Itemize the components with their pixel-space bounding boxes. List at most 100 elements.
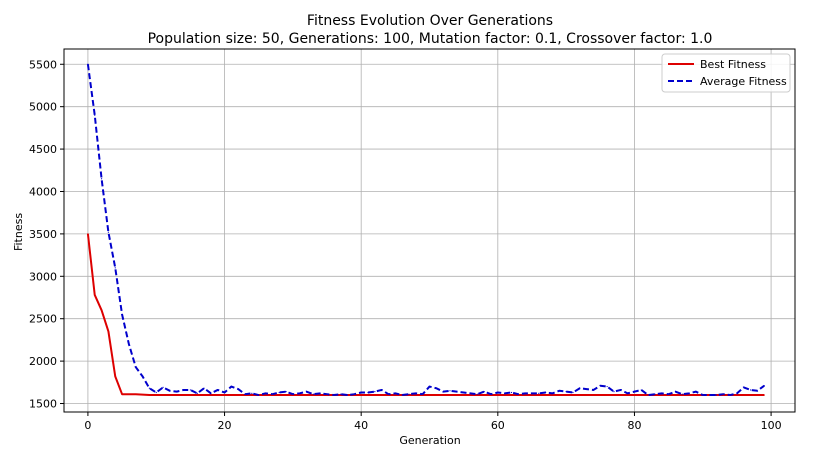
data-point-average-fitness: [504, 392, 506, 394]
x-tick-label: 40: [354, 419, 368, 432]
data-point-average-fitness: [244, 393, 246, 395]
y-tick-label: 1500: [29, 398, 57, 411]
data-point-best-fitness: [538, 394, 540, 396]
data-point-average-fitness: [551, 392, 554, 394]
data-point-best-fitness: [176, 394, 178, 396]
data-point-average-fitness: [510, 391, 513, 394]
data-point-average-fitness: [326, 393, 328, 395]
data-point-best-fitness: [107, 330, 110, 333]
data-point-average-fitness: [299, 392, 301, 394]
data-point-best-fitness: [497, 394, 499, 396]
data-point-best-fitness: [463, 394, 465, 396]
data-point-average-fitness: [305, 391, 308, 393]
data-point-average-fitness: [94, 114, 96, 116]
data-point-average-fitness: [435, 387, 437, 389]
data-point-best-fitness: [381, 394, 383, 396]
data-point-best-fitness: [545, 394, 547, 396]
data-point-average-fitness: [749, 389, 752, 391]
data-point-average-fitness: [763, 385, 765, 387]
data-point-best-fitness: [674, 394, 677, 396]
data-point-average-fitness: [654, 393, 656, 395]
data-point-average-fitness: [565, 391, 567, 393]
data-point-average-fitness: [169, 390, 171, 392]
data-point-best-fitness: [305, 394, 308, 396]
data-point-average-fitness: [558, 390, 560, 392]
data-point-average-fitness: [579, 387, 581, 389]
data-point-best-fitness: [182, 394, 185, 396]
y-tick-label: 5000: [29, 101, 57, 114]
data-point-best-fitness: [271, 394, 273, 396]
data-point-average-fitness: [476, 393, 478, 395]
data-point-average-fitness: [141, 375, 144, 377]
data-point-average-fitness: [469, 392, 472, 394]
data-point-average-fitness: [736, 392, 738, 394]
data-point-best-fitness: [387, 394, 390, 396]
data-point-average-fitness: [524, 392, 526, 394]
data-point-average-fitness: [319, 392, 321, 394]
series-lines: [86, 64, 765, 397]
data-point-best-fitness: [668, 394, 670, 396]
data-point-average-fitness: [285, 391, 287, 393]
data-point-average-fitness: [408, 393, 410, 395]
data-point-average-fitness: [176, 391, 178, 393]
data-point-average-fitness: [230, 385, 232, 388]
data-point-average-fitness: [531, 392, 533, 394]
data-point-best-fitness: [340, 394, 342, 396]
data-point-best-fitness: [483, 394, 485, 396]
chart-subtitle: Population size: 50, Generations: 100, M…: [148, 31, 713, 47]
data-point-average-fitness: [490, 393, 492, 395]
data-point-average-fitness: [182, 389, 185, 391]
data-point-best-fitness: [94, 294, 96, 296]
data-point-average-fitness: [251, 392, 253, 394]
data-points: [87, 63, 765, 396]
data-point-average-fitness: [688, 392, 690, 394]
data-point-average-fitness: [381, 389, 383, 391]
data-point-best-fitness: [654, 394, 656, 396]
data-point-average-fitness: [545, 391, 547, 394]
data-point-average-fitness: [278, 391, 280, 394]
data-point-best-fitness: [121, 393, 123, 395]
data-point-best-fitness: [743, 394, 745, 396]
series-line-best-fitness: [86, 233, 765, 397]
data-point-best-fitness: [688, 394, 690, 396]
data-point-best-fitness: [237, 394, 239, 396]
data-point-average-fitness: [538, 392, 540, 394]
y-tick-label: 4000: [29, 185, 57, 198]
data-point-best-fitness: [586, 394, 588, 396]
data-point-best-fitness: [428, 394, 431, 396]
data-point-average-fitness: [271, 393, 273, 395]
data-point-best-fitness: [217, 394, 219, 396]
data-point-best-fitness: [189, 394, 191, 396]
data-point-best-fitness: [551, 394, 554, 396]
data-point-best-fitness: [449, 394, 451, 396]
data-point-average-fitness: [743, 386, 745, 388]
series-line-average-fitness: [86, 64, 765, 397]
data-point-best-fitness: [278, 394, 280, 396]
data-point-best-fitness: [244, 394, 246, 396]
data-point-average-fitness: [155, 391, 157, 394]
data-point-best-fitness: [422, 394, 424, 396]
data-point-average-fitness: [387, 393, 390, 395]
data-point-best-fitness: [456, 394, 458, 396]
data-point-average-fitness: [456, 391, 458, 393]
data-point-best-fitness: [695, 394, 697, 396]
data-point-average-fitness: [715, 394, 718, 396]
data-point-average-fitness: [346, 394, 349, 396]
x-tick-label: 60: [491, 419, 505, 432]
y-axis-label: Fitness: [12, 213, 25, 251]
data-point-average-fitness: [415, 392, 417, 394]
data-point-best-fitness: [722, 394, 724, 396]
data-point-best-fitness: [141, 394, 144, 396]
data-point-average-fitness: [442, 391, 444, 393]
data-point-average-fitness: [613, 391, 615, 393]
data-point-best-fitness: [558, 394, 560, 396]
y-tick-label: 2500: [29, 313, 57, 326]
legend-label-best-fitness: Best Fitness: [700, 58, 766, 71]
data-point-best-fitness: [100, 309, 103, 311]
data-point-best-fitness: [155, 394, 157, 396]
data-point-average-fitness: [661, 392, 663, 394]
data-point-best-fitness: [326, 394, 328, 396]
data-point-average-fitness: [606, 385, 608, 388]
data-point-average-fitness: [148, 387, 150, 389]
